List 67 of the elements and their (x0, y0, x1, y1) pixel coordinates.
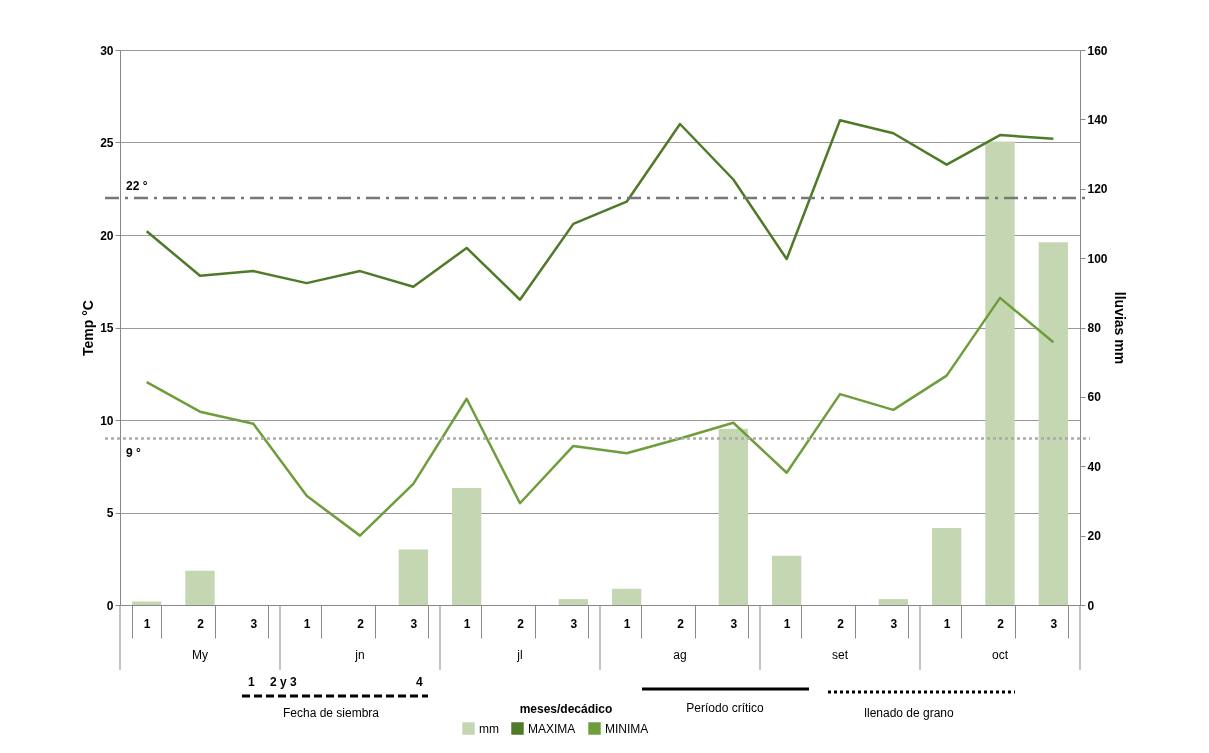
x-tick-label: 2 (197, 616, 205, 631)
x-tick-label: 2 (997, 616, 1005, 631)
x-tick-label: 3 (890, 616, 898, 631)
y-tick-label: 15 (100, 321, 114, 335)
x-tick-label: 2 (357, 616, 365, 631)
text: 4 (416, 675, 423, 689)
x-tick-label: 3 (1050, 616, 1058, 631)
y2-tick-label: 20 (1087, 529, 1102, 544)
y-tick-label: 10 (100, 413, 114, 428)
y2-tick-label: 140 (1087, 112, 1108, 127)
bar (185, 570, 215, 605)
text: Fecha de siembra (282, 706, 380, 720)
line-series (145, 119, 1055, 301)
y-tick-label: 30 (100, 43, 114, 58)
x-tick-label: 3 (250, 616, 258, 631)
y-axis-title: Temp °C (80, 300, 97, 356)
text: 2 y 3 (270, 675, 298, 689)
y2-tick-label: 40 (1087, 459, 1102, 474)
x-tick-label: 1 (463, 616, 471, 631)
x-tick-label: 2 (517, 616, 525, 631)
x-tick-label: 3 (410, 616, 418, 631)
bar (612, 588, 642, 605)
bar (878, 599, 908, 605)
x-tick-label: 2 (837, 616, 845, 631)
text: jl (516, 648, 523, 662)
bar (985, 141, 1015, 605)
text: llenado de grano (864, 706, 955, 720)
x-tick-label: 3 (730, 616, 738, 631)
y-tick-label: 25 (100, 136, 114, 150)
y2-tick-label: 120 (1087, 182, 1108, 197)
text: meses/decádico (519, 702, 613, 716)
text: ag (673, 648, 687, 662)
text: set (831, 648, 849, 662)
text: Período crítico (686, 701, 765, 715)
line-series (145, 296, 1055, 537)
bar (1038, 242, 1068, 605)
legend-label: MINIMA (605, 721, 649, 736)
y2-tick-label: 60 (1087, 390, 1102, 405)
y-tick-label: 0 (106, 598, 114, 613)
bar (452, 488, 482, 605)
y-tick-label: 5 (106, 506, 114, 520)
x-tick-label: 1 (623, 616, 631, 631)
text: jn (354, 648, 365, 662)
x-tick-label: 3 (570, 616, 578, 631)
bar (772, 555, 802, 605)
legend-label: mm (479, 721, 499, 736)
bar (558, 599, 588, 605)
y2-tick-label: 160 (1087, 43, 1108, 58)
text: My (192, 648, 208, 662)
x-tick-label: 1 (943, 616, 951, 631)
bar (398, 549, 428, 605)
bar (718, 428, 748, 605)
x-tick-label: 1 (143, 616, 151, 631)
legend-label: MAXIMA (528, 721, 576, 736)
y2-tick-label: 100 (1087, 251, 1108, 266)
y2-axis-title: lluvias mm (1111, 291, 1128, 365)
y2-tick-label: 0 (1087, 598, 1095, 613)
bar (932, 527, 962, 605)
ref-line-label: 22 ° (126, 179, 148, 193)
x-tick-label: 1 (783, 616, 791, 631)
x-tick-label: 2 (677, 616, 685, 631)
x-tick-label: 1 (303, 616, 311, 631)
ref-line-label: 9 ° (126, 445, 142, 460)
text: 1 (248, 675, 255, 689)
y-tick-label: 20 (100, 228, 114, 243)
y2-tick-label: 80 (1087, 321, 1102, 335)
text: oct (991, 648, 1009, 662)
